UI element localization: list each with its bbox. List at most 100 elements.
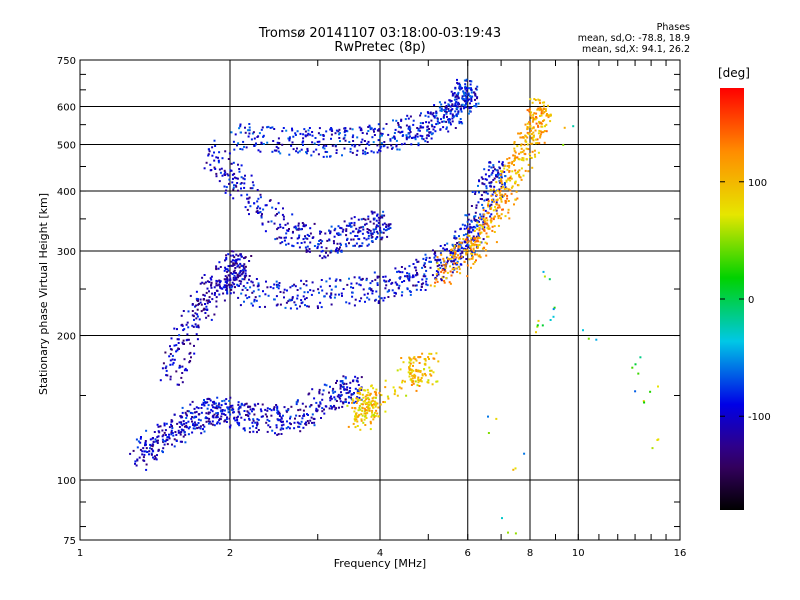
data-point — [287, 137, 290, 140]
data-point — [517, 171, 520, 174]
data-point — [270, 414, 273, 417]
data-point — [459, 228, 462, 231]
data-point — [257, 402, 260, 405]
data-point — [243, 300, 245, 303]
data-point — [233, 283, 236, 286]
data-point — [467, 240, 470, 243]
x-tick-label: 8 — [527, 548, 533, 559]
data-point — [500, 175, 503, 178]
data-point — [325, 144, 328, 147]
data-point — [165, 422, 168, 425]
data-point — [345, 228, 348, 231]
data-point — [226, 268, 229, 271]
data-point — [343, 147, 346, 150]
data-point — [236, 265, 239, 268]
data-point — [537, 124, 539, 127]
data-point — [473, 217, 476, 220]
data-point — [447, 120, 450, 123]
data-point — [462, 234, 465, 237]
y-tick-label: 500 — [57, 141, 76, 152]
data-point — [537, 151, 540, 154]
data-point — [357, 229, 360, 232]
data-point — [166, 443, 169, 446]
data-point — [439, 258, 442, 261]
data-point — [312, 150, 315, 153]
data-point — [224, 150, 227, 153]
data-point — [380, 145, 383, 148]
data-point — [184, 425, 186, 428]
data-point — [290, 144, 293, 147]
data-point — [233, 274, 236, 277]
data-point — [465, 252, 468, 254]
data-point — [503, 164, 506, 167]
data-point — [431, 125, 434, 128]
data-point — [408, 136, 410, 139]
data-point — [500, 176, 503, 179]
data-point — [631, 366, 634, 369]
data-point — [242, 427, 245, 430]
data-point — [343, 382, 346, 385]
data-point — [350, 222, 353, 225]
data-point — [522, 159, 525, 162]
data-point — [337, 130, 340, 133]
data-point — [240, 416, 243, 419]
data-point — [358, 406, 361, 409]
data-point — [259, 196, 262, 199]
data-point — [239, 125, 242, 128]
data-point — [358, 283, 361, 286]
data-point — [478, 243, 481, 246]
data-point — [354, 235, 357, 237]
data-point — [367, 391, 370, 394]
data-point — [289, 417, 291, 420]
data-point — [340, 227, 343, 230]
data-point — [368, 287, 371, 290]
data-point — [391, 147, 393, 150]
data-point — [447, 103, 450, 106]
data-point — [209, 277, 212, 280]
data-point — [430, 119, 433, 122]
data-point — [421, 137, 423, 140]
data-point — [407, 117, 410, 120]
data-point — [291, 129, 294, 132]
data-point — [233, 176, 236, 179]
data-point — [362, 152, 365, 155]
data-point — [397, 270, 400, 273]
data-point — [333, 229, 336, 232]
data-point — [409, 127, 412, 130]
data-point — [428, 121, 430, 124]
data-point — [298, 415, 301, 417]
data-point — [350, 393, 353, 396]
data-point — [369, 420, 372, 423]
data-point — [192, 315, 195, 318]
data-point — [466, 220, 469, 223]
data-point — [248, 278, 250, 281]
data-point — [438, 106, 441, 109]
data-point — [176, 328, 178, 331]
data-point — [387, 225, 390, 228]
data-point — [171, 443, 173, 446]
data-point — [357, 415, 360, 418]
data-point — [272, 140, 275, 142]
data-point — [301, 228, 303, 231]
data-point — [226, 278, 229, 281]
data-point — [427, 112, 430, 115]
data-point — [277, 287, 280, 290]
data-point — [232, 278, 235, 281]
data-point — [415, 359, 418, 362]
data-point — [305, 284, 308, 287]
data-point — [506, 158, 509, 161]
data-point — [529, 124, 532, 127]
data-point — [470, 106, 473, 109]
data-point — [220, 167, 223, 170]
data-point — [182, 420, 185, 423]
data-point — [215, 265, 218, 268]
data-point — [369, 428, 372, 431]
data-point — [392, 119, 394, 122]
data-point — [400, 294, 403, 297]
data-point — [331, 144, 334, 147]
data-point — [323, 295, 326, 298]
data-point — [216, 421, 219, 424]
data-point — [500, 170, 502, 173]
data-point — [535, 112, 538, 115]
data-point — [500, 200, 503, 203]
